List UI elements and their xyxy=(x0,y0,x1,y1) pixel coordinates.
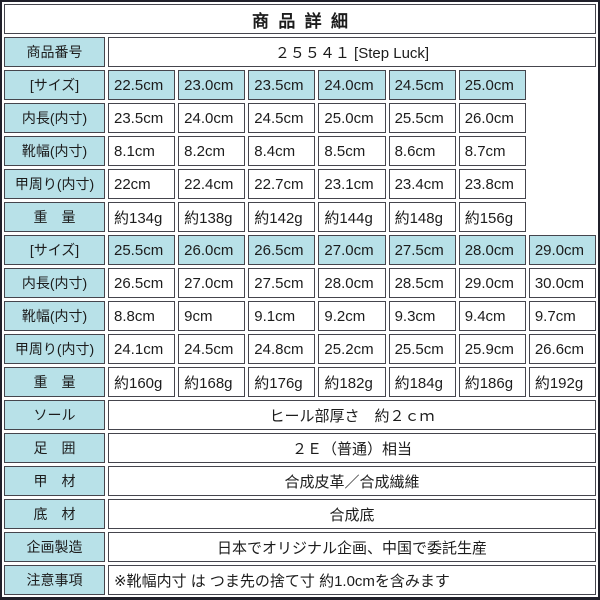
instep-girth-value: 23.4cm xyxy=(388,169,456,199)
instep-girth-value: 22cm xyxy=(108,169,176,199)
weight-value: 約156g xyxy=(458,202,526,232)
size-value: 28.0cm xyxy=(458,235,526,265)
size-value: 26.5cm xyxy=(248,235,316,265)
shoe-width-value: 8.8cm xyxy=(108,301,176,331)
table-title-text: 商品詳細 xyxy=(251,11,358,31)
notes-label: 注意事項 xyxy=(4,565,105,595)
empty-cell xyxy=(529,136,596,166)
instep-girth-value: 25.2cm xyxy=(318,334,386,364)
instep-girth-value: 26.6cm xyxy=(528,334,596,364)
sole-material-value: 合成底 xyxy=(108,499,596,529)
shoe-width-value: 9.4cm xyxy=(458,301,526,331)
weight-value: 約134g xyxy=(108,202,176,232)
weight-value: 約148g xyxy=(388,202,456,232)
sole-value: ヒール部厚さ 約２ｃｍ xyxy=(108,400,596,430)
sole-label: ソール xyxy=(4,400,105,430)
instep-girth-value: 23.8cm xyxy=(458,169,526,199)
empty-cell xyxy=(529,169,596,199)
instep-girth-value: 24.8cm xyxy=(248,334,316,364)
weight-value: 約186g xyxy=(458,367,526,397)
shoe-width-label-2: 靴幅(内寸) xyxy=(4,301,105,331)
instep-girth-value: 22.4cm xyxy=(178,169,246,199)
weight-value: 約176g xyxy=(248,367,316,397)
sole-material-label: 底 材 xyxy=(4,499,105,529)
inner-length-value: 30.0cm xyxy=(528,268,596,298)
instep-girth-value: 23.1cm xyxy=(318,169,386,199)
inner-length-value: 25.0cm xyxy=(318,103,386,133)
inner-length-value: 25.5cm xyxy=(388,103,456,133)
instep-girth-label-1: 甲周り(内寸) xyxy=(4,169,105,199)
inner-length-value: 28.0cm xyxy=(318,268,386,298)
inner-length-value: 26.0cm xyxy=(458,103,526,133)
weight-value: 約184g xyxy=(388,367,456,397)
shoe-width-label-1: 靴幅(内寸) xyxy=(4,136,105,166)
manufacturing-label: 企画製造 xyxy=(4,532,105,562)
shoe-width-value: 8.1cm xyxy=(108,136,176,166)
weight-label-1: 重 量 xyxy=(4,202,105,232)
weight-value: 約142g xyxy=(248,202,316,232)
weight-value: 約182g xyxy=(318,367,386,397)
size-label-1: [サイズ] xyxy=(4,70,105,100)
shoe-width-value: 8.2cm xyxy=(178,136,246,166)
weight-value: 約138g xyxy=(178,202,246,232)
shoe-width-value: 9.2cm xyxy=(318,301,386,331)
weight-value: 約160g xyxy=(108,367,176,397)
inner-length-value: 24.5cm xyxy=(248,103,316,133)
shoe-width-value: 8.5cm xyxy=(318,136,386,166)
inner-length-value: 28.5cm xyxy=(388,268,456,298)
empty-cell xyxy=(529,70,596,100)
weight-value: 約168g xyxy=(178,367,246,397)
size-value: 23.5cm xyxy=(248,70,316,100)
size-value: 25.5cm xyxy=(108,235,176,265)
weight-value: 約192g xyxy=(528,367,596,397)
table-title: 商品詳細 xyxy=(4,4,596,34)
inner-length-value: 29.0cm xyxy=(458,268,526,298)
instep-girth-value: 24.1cm xyxy=(108,334,176,364)
size-value: 22.5cm xyxy=(108,70,176,100)
shoe-width-value: 9.1cm xyxy=(248,301,316,331)
upper-material-label: 甲 材 xyxy=(4,466,105,496)
weight-label-2: 重 量 xyxy=(4,367,105,397)
instep-girth-value: 25.9cm xyxy=(458,334,526,364)
size-value: 23.0cm xyxy=(178,70,246,100)
notes-value: ※靴幅内寸 は つま先の捨て寸 約1.0cmを含みます xyxy=(108,565,596,595)
size-value: 24.0cm xyxy=(318,70,386,100)
shoe-width-value: 8.4cm xyxy=(248,136,316,166)
size-value: 27.5cm xyxy=(388,235,456,265)
empty-cell xyxy=(529,202,596,232)
weight-value: 約144g xyxy=(318,202,386,232)
size-value: 27.0cm xyxy=(318,235,386,265)
inner-length-label-2: 内長(内寸) xyxy=(4,268,105,298)
inner-length-value: 26.5cm xyxy=(108,268,176,298)
inner-length-value: 24.0cm xyxy=(178,103,246,133)
shoe-width-value: 9.7cm xyxy=(528,301,596,331)
shoe-width-value: 9cm xyxy=(178,301,246,331)
shoe-width-value: 8.7cm xyxy=(458,136,526,166)
inner-length-value: 27.5cm xyxy=(248,268,316,298)
product-number-label: 商品番号 xyxy=(4,37,105,67)
size-label-2: [サイズ] xyxy=(4,235,105,265)
size-value: 24.5cm xyxy=(388,70,456,100)
foot-girth-value: ２Ｅ（普通）相当 xyxy=(108,433,596,463)
instep-girth-value: 22.7cm xyxy=(248,169,316,199)
size-value: 25.0cm xyxy=(458,70,526,100)
foot-girth-label: 足 囲 xyxy=(4,433,105,463)
instep-girth-value: 24.5cm xyxy=(178,334,246,364)
product-number-value: ２５５４１ [Step Luck] xyxy=(108,37,596,67)
inner-length-label-1: 内長(内寸) xyxy=(4,103,105,133)
empty-cell xyxy=(529,103,596,133)
shoe-width-value: 9.3cm xyxy=(388,301,456,331)
manufacturing-value: 日本でオリジナル企画、中国で委託生産 xyxy=(108,532,596,562)
upper-material-value: 合成皮革／合成繊維 xyxy=(108,466,596,496)
inner-length-value: 23.5cm xyxy=(108,103,176,133)
instep-girth-value: 25.5cm xyxy=(388,334,456,364)
size-value: 26.0cm xyxy=(178,235,246,265)
size-value: 29.0cm xyxy=(528,235,596,265)
instep-girth-label-2: 甲周り(内寸) xyxy=(4,334,105,364)
shoe-width-value: 8.6cm xyxy=(388,136,456,166)
inner-length-value: 27.0cm xyxy=(178,268,246,298)
